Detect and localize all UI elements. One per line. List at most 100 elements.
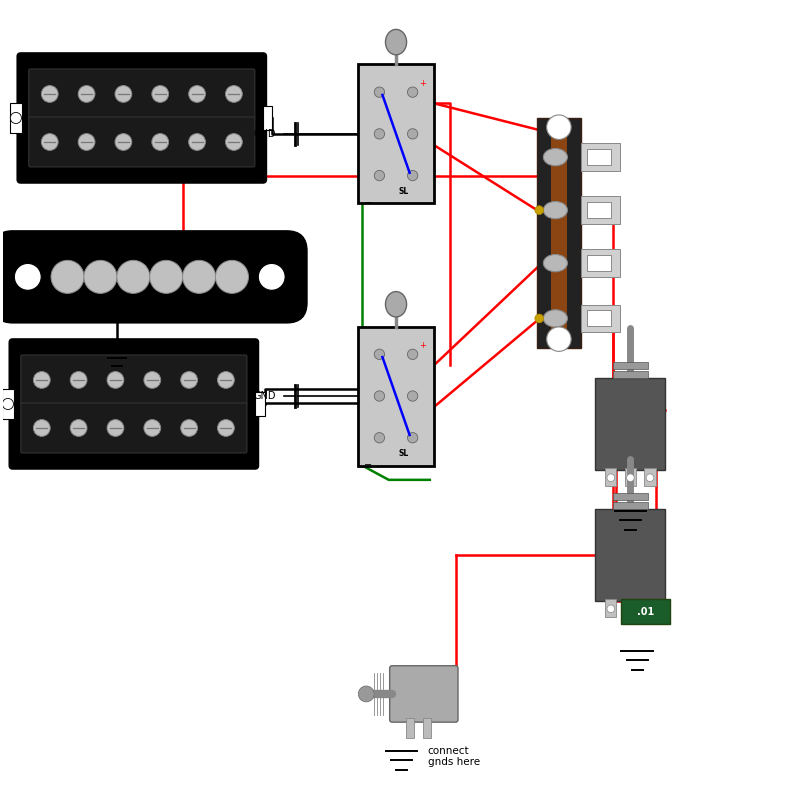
Circle shape bbox=[607, 605, 614, 613]
FancyBboxPatch shape bbox=[644, 468, 655, 486]
Circle shape bbox=[226, 134, 242, 150]
Circle shape bbox=[34, 420, 50, 436]
FancyBboxPatch shape bbox=[0, 231, 306, 322]
Circle shape bbox=[107, 371, 124, 388]
Circle shape bbox=[407, 87, 418, 98]
FancyBboxPatch shape bbox=[595, 510, 666, 601]
FancyBboxPatch shape bbox=[18, 54, 266, 182]
Circle shape bbox=[226, 86, 242, 102]
Circle shape bbox=[10, 113, 22, 123]
Text: −: − bbox=[364, 460, 373, 470]
Circle shape bbox=[14, 263, 42, 290]
Circle shape bbox=[374, 87, 385, 98]
Circle shape bbox=[407, 391, 418, 401]
FancyBboxPatch shape bbox=[625, 468, 636, 486]
FancyBboxPatch shape bbox=[537, 118, 581, 348]
Text: connect
gnds here: connect gnds here bbox=[428, 746, 480, 767]
FancyBboxPatch shape bbox=[390, 666, 458, 722]
Circle shape bbox=[84, 260, 117, 294]
Circle shape bbox=[374, 349, 385, 359]
Circle shape bbox=[646, 474, 654, 482]
FancyBboxPatch shape bbox=[587, 310, 611, 326]
Circle shape bbox=[70, 420, 87, 436]
FancyBboxPatch shape bbox=[21, 403, 247, 453]
Circle shape bbox=[115, 134, 132, 150]
Ellipse shape bbox=[543, 254, 567, 272]
Circle shape bbox=[218, 420, 234, 436]
Circle shape bbox=[42, 134, 58, 150]
FancyBboxPatch shape bbox=[625, 598, 636, 617]
Circle shape bbox=[117, 260, 150, 294]
Text: SL: SL bbox=[398, 449, 409, 458]
Ellipse shape bbox=[543, 149, 567, 166]
FancyBboxPatch shape bbox=[358, 326, 434, 466]
FancyBboxPatch shape bbox=[406, 718, 414, 738]
FancyBboxPatch shape bbox=[423, 718, 431, 738]
Circle shape bbox=[107, 420, 124, 436]
Circle shape bbox=[152, 86, 169, 102]
FancyBboxPatch shape bbox=[621, 599, 670, 624]
FancyBboxPatch shape bbox=[581, 305, 620, 332]
FancyBboxPatch shape bbox=[581, 196, 620, 224]
Circle shape bbox=[607, 474, 614, 482]
Ellipse shape bbox=[543, 310, 567, 327]
Circle shape bbox=[144, 371, 161, 388]
FancyBboxPatch shape bbox=[595, 378, 666, 470]
Ellipse shape bbox=[386, 30, 406, 55]
FancyBboxPatch shape bbox=[644, 598, 655, 617]
FancyBboxPatch shape bbox=[10, 339, 258, 469]
Circle shape bbox=[78, 86, 95, 102]
Circle shape bbox=[374, 391, 385, 401]
Text: GND: GND bbox=[254, 129, 277, 139]
Circle shape bbox=[374, 129, 385, 139]
Circle shape bbox=[258, 263, 285, 290]
Circle shape bbox=[374, 433, 385, 443]
FancyBboxPatch shape bbox=[581, 143, 620, 171]
Circle shape bbox=[152, 134, 169, 150]
Circle shape bbox=[2, 398, 14, 410]
Text: +: + bbox=[418, 79, 426, 88]
FancyBboxPatch shape bbox=[263, 106, 273, 130]
FancyBboxPatch shape bbox=[606, 468, 617, 486]
Circle shape bbox=[182, 260, 216, 294]
Text: +: + bbox=[418, 342, 426, 350]
Circle shape bbox=[374, 170, 385, 181]
FancyBboxPatch shape bbox=[29, 117, 255, 167]
Circle shape bbox=[407, 349, 418, 359]
Circle shape bbox=[646, 605, 654, 613]
FancyBboxPatch shape bbox=[21, 355, 247, 405]
Circle shape bbox=[218, 371, 234, 388]
Circle shape bbox=[546, 327, 571, 351]
FancyBboxPatch shape bbox=[2, 389, 14, 418]
Circle shape bbox=[215, 260, 249, 294]
FancyBboxPatch shape bbox=[29, 69, 255, 119]
Circle shape bbox=[189, 134, 206, 150]
Circle shape bbox=[626, 605, 634, 613]
FancyBboxPatch shape bbox=[613, 493, 648, 500]
Text: SL: SL bbox=[398, 186, 409, 196]
Circle shape bbox=[150, 260, 182, 294]
Circle shape bbox=[546, 115, 571, 139]
FancyBboxPatch shape bbox=[613, 502, 648, 510]
Circle shape bbox=[358, 686, 374, 702]
FancyBboxPatch shape bbox=[10, 103, 22, 133]
Circle shape bbox=[407, 170, 418, 181]
Circle shape bbox=[535, 314, 543, 322]
Circle shape bbox=[626, 474, 634, 482]
FancyBboxPatch shape bbox=[587, 149, 611, 166]
Text: .01: .01 bbox=[637, 606, 654, 617]
Ellipse shape bbox=[386, 291, 406, 317]
Circle shape bbox=[181, 420, 198, 436]
FancyBboxPatch shape bbox=[551, 118, 566, 348]
Circle shape bbox=[407, 129, 418, 139]
FancyBboxPatch shape bbox=[581, 250, 620, 277]
FancyBboxPatch shape bbox=[358, 64, 434, 203]
Circle shape bbox=[70, 371, 87, 388]
FancyBboxPatch shape bbox=[613, 362, 648, 369]
Circle shape bbox=[115, 86, 132, 102]
FancyBboxPatch shape bbox=[613, 371, 648, 378]
Circle shape bbox=[144, 420, 161, 436]
Text: GND: GND bbox=[254, 391, 277, 401]
Circle shape bbox=[189, 86, 206, 102]
Circle shape bbox=[34, 371, 50, 388]
